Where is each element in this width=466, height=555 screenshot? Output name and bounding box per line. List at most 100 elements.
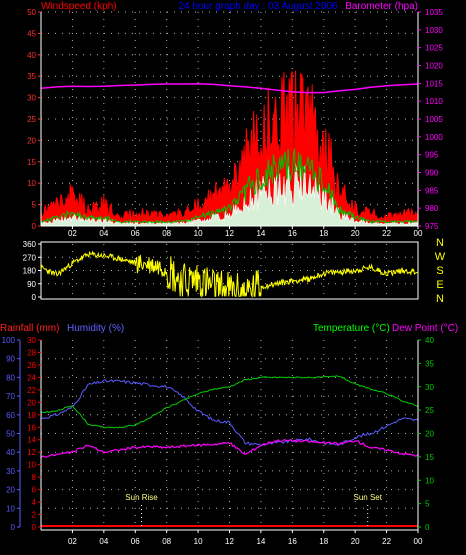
wind-avg-series (40, 148, 419, 224)
temp-tick-label: 10 (425, 476, 434, 485)
baro-tick-label: 1015 (425, 79, 443, 88)
compass-label: W (435, 251, 446, 263)
rain-tick-label: 14 (27, 436, 36, 445)
humidity-tick-label: 0 (11, 523, 16, 532)
wind-tick-label: 40 (27, 51, 36, 60)
baro-tick-label: 1030 (425, 26, 443, 35)
x-tick-label: 00 (414, 229, 423, 238)
direction-tick-label: 180 (23, 267, 37, 276)
wind-tick-label: 15 (27, 158, 36, 167)
x-tick-label: 02 (68, 229, 77, 238)
humidity-tick-label: 80 (6, 373, 15, 382)
humidity-tick-label: 70 (6, 392, 15, 401)
wind-tick-label: 45 (27, 29, 36, 38)
rain-tick-label: 20 (27, 398, 36, 407)
rain-tick-label: 26 (27, 361, 36, 370)
baro-tick-label: 1020 (425, 62, 443, 71)
wind-axis-title: Windspeed (kph) (41, 1, 117, 12)
temp-tick-label: 40 (425, 336, 434, 345)
rain-tick-label: 24 (27, 373, 36, 382)
temperature-series (40, 375, 419, 429)
direction-tick-label: 90 (27, 280, 36, 289)
rain-axis-title: Rainfall (mm) (0, 323, 59, 334)
x-tick-label: 02 (68, 537, 77, 546)
rain-tick-label: 16 (27, 423, 36, 432)
baro-tick-label: 990 (425, 169, 439, 178)
temp-tick-label: 15 (425, 453, 434, 462)
temp-tick-label: 0 (425, 523, 430, 532)
dewpoint-axis-title: Dew Point (°C) (392, 323, 458, 334)
compass-label: S (436, 265, 443, 277)
rain-tick-label: 10 (27, 461, 36, 470)
compass-label: N (436, 237, 444, 249)
wind-tick-label: 20 (27, 136, 36, 145)
humidity-tick-label: 50 (6, 430, 15, 439)
barometer-series (40, 82, 419, 94)
temp-tick-label: 20 (425, 430, 434, 439)
dewpoint-series (40, 438, 419, 459)
x-tick-label: 22 (382, 537, 391, 546)
direction-tick-label: 0 (32, 293, 37, 302)
x-tick-label: 14 (256, 537, 265, 546)
wind-tick-label: 5 (32, 201, 37, 210)
baro-tick-label: 1025 (425, 44, 443, 53)
rain-tick-label: 18 (27, 411, 36, 420)
x-tick-label: 08 (162, 537, 171, 546)
wind-gust-series (40, 70, 419, 227)
wind-tick-label: 35 (27, 72, 36, 81)
x-tick-label: 16 (288, 229, 297, 238)
humidity-axis-title: Humidity (%) (67, 323, 124, 334)
rain-tick-label: 30 (27, 336, 36, 345)
rain-tick-label: 6 (32, 486, 37, 495)
x-tick-label: 06 (131, 537, 140, 546)
rain-tick-label: 0 (32, 523, 37, 532)
temp-tick-label: 25 (425, 406, 434, 415)
sun-annotations: Sun Rise Sun Set (125, 493, 383, 527)
direction-tick-label: 360 (23, 240, 37, 249)
temp-tick-label: 30 (425, 383, 434, 392)
humidity-series (40, 379, 419, 447)
temp-humidity-panel: 0102030405060708090100024681012141618202… (0, 323, 458, 546)
x-tick-label: 20 (351, 537, 360, 546)
x-tick-label: 18 (319, 229, 328, 238)
sun-annotation-label: Sun Rise (125, 493, 158, 502)
x-tick-label: 18 (319, 537, 328, 546)
temperature-axis-title: Temperature (°C) (313, 323, 390, 334)
baro-tick-label: 980 (425, 204, 439, 213)
x-tick-label: 10 (194, 537, 203, 546)
rain-tick-label: 22 (27, 386, 36, 395)
temp-marks (40, 375, 419, 527)
temp-tick-label: 5 (425, 500, 430, 509)
x-tick-label: 06 (131, 229, 140, 238)
x-tick-label: 04 (99, 537, 108, 546)
wind-tick-label: 25 (27, 115, 36, 124)
baro-tick-label: 1000 (425, 133, 443, 142)
x-tick-label: 16 (288, 537, 297, 546)
baro-tick-label: 995 (425, 151, 439, 160)
x-tick-label: 22 (382, 229, 391, 238)
temp-tick-label: 35 (425, 359, 434, 368)
compass-label: N (436, 293, 444, 305)
rain-tick-label: 8 (32, 473, 37, 482)
baro-tick-label: 985 (425, 186, 439, 195)
rain-tick-label: 4 (32, 498, 37, 507)
baro-tick-label: 1005 (425, 115, 443, 124)
rain-tick-label: 12 (27, 448, 36, 457)
wind-tick-label: 10 (27, 179, 36, 188)
wind-tick-label: 0 (32, 222, 37, 231)
wind-speed-series (40, 163, 419, 227)
direction-tick-labels: 0 90 180 270 360 (23, 240, 41, 302)
wind-tick-labels: 0510152025303540455097598098599099510001… (27, 8, 443, 238)
x-tick-label: 12 (225, 537, 234, 546)
wind-tick-label: 30 (27, 94, 36, 103)
humidity-tick-label: 20 (6, 486, 15, 495)
x-tick-label: 12 (225, 229, 234, 238)
baro-axis-title: Barometer (hpa) (345, 1, 418, 12)
temp-tick-labels: 0102030405060708090100024681012141618202… (2, 336, 435, 546)
baro-tick-label: 1010 (425, 97, 443, 106)
x-tick-label: 00 (414, 537, 423, 546)
